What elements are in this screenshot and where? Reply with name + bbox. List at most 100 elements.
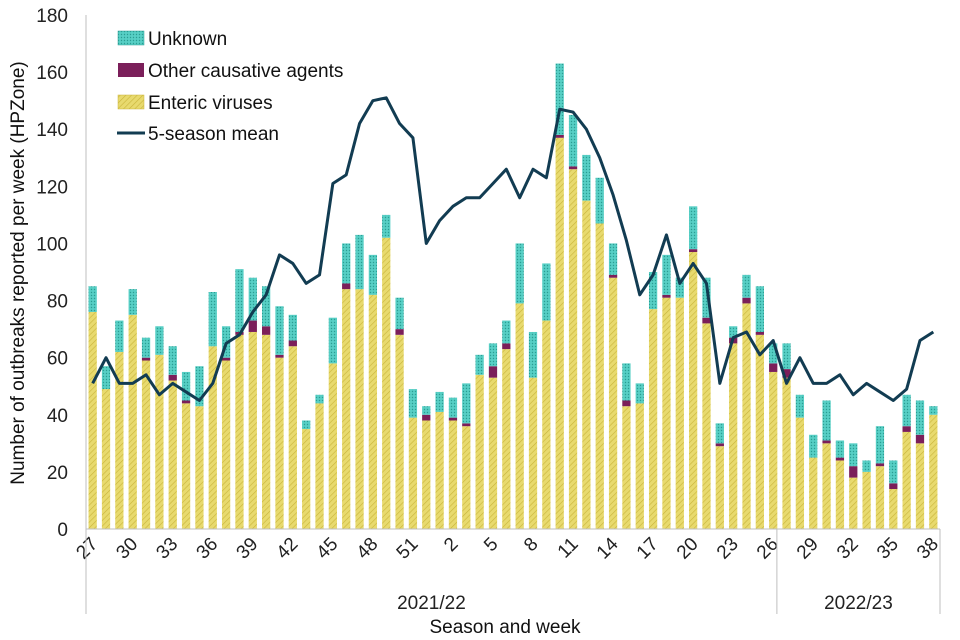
bar-other-causative-agents (835, 457, 845, 461)
bar-other-causative-agents (849, 466, 858, 478)
x-tick-label: 29 (793, 534, 823, 564)
legend-label-other: Other causative agents (148, 61, 343, 82)
bar-enteric-viruses (462, 426, 471, 529)
bar-unknown (368, 254, 378, 295)
bar-enteric-viruses (915, 443, 925, 529)
bar-enteric-viruses (408, 417, 418, 529)
bar-enteric-viruses (342, 289, 351, 529)
bar-enteric-viruses (275, 357, 284, 529)
bar-enteric-viruses (101, 389, 111, 529)
mean-line-group (91, 96, 935, 402)
bar-enteric-viruses (248, 331, 257, 529)
bar-unknown (328, 317, 337, 364)
bar-enteric-viruses (141, 360, 151, 529)
x-tick-label: 33 (152, 534, 182, 564)
y-tick-label: 100 (36, 234, 68, 255)
bar-unknown (582, 154, 591, 201)
x-tick-label: 11 (554, 534, 583, 563)
bar-enteric-viruses (235, 334, 244, 529)
bar-unknown (395, 297, 404, 330)
bar-enteric-viruses (208, 346, 217, 529)
y-tick-label: 180 (36, 6, 68, 27)
x-tick-label: 2 (440, 534, 462, 556)
bar-other-causative-agents (689, 249, 698, 253)
bar-other-causative-agents (662, 294, 671, 298)
bar-other-causative-agents (702, 317, 711, 324)
bar-enteric-viruses (221, 360, 231, 529)
bar-unknown (689, 206, 698, 250)
y-tick-label: 20 (47, 463, 68, 484)
legend: Unknown Other causative agents Enteric v… (117, 29, 343, 145)
y-tick-label: 0 (57, 520, 68, 541)
bar-enteric-viruses (515, 303, 524, 529)
bar-unknown (889, 460, 898, 484)
bar-other-causative-agents (902, 426, 911, 432)
bar-other-causative-agents (462, 423, 471, 427)
bar-unknown (809, 434, 818, 458)
bar-enteric-viruses (315, 403, 324, 529)
bar-other-causative-agents (288, 340, 297, 347)
bar-enteric-viruses (862, 471, 871, 529)
bar-other-causative-agents (181, 400, 191, 404)
x-tick-label: 38 (913, 534, 943, 564)
bar-unknown (675, 277, 684, 298)
bar-enteric-viruses (769, 371, 778, 529)
bar-other-causative-agents (342, 283, 351, 290)
bar-other-causative-agents (275, 354, 284, 358)
bar-unknown (568, 114, 578, 167)
x-tick-label: 5 (480, 534, 502, 556)
bar-enteric-viruses (782, 377, 791, 529)
bar-other-causative-agents (141, 357, 151, 361)
bar-enteric-viruses (195, 406, 204, 529)
bar-enteric-viruses (835, 460, 845, 529)
bar-unknown (195, 366, 204, 407)
legend-label-mean: 5-season mean (148, 124, 279, 145)
bar-enteric-viruses (648, 309, 658, 529)
bar-other-causative-agents (221, 357, 231, 361)
bar-enteric-viruses (288, 346, 297, 529)
bar-other-causative-agents (889, 483, 898, 490)
bar-other-causative-agents (822, 440, 831, 444)
bar-enteric-viruses (675, 297, 684, 529)
bar-unknown (929, 406, 938, 415)
bar-enteric-viruses (702, 323, 711, 529)
x-tick-label: 26 (753, 534, 783, 564)
bar-other-causative-agents (769, 363, 778, 372)
x-tick-label: 36 (193, 534, 223, 564)
x-axis: 27 30 33 36 39 42 45 48 51 2 5 8 11 14 17 20 23 26 29 32 35 3… (72, 528, 943, 614)
bar-enteric-viruses (809, 457, 818, 529)
bar-unknown (662, 254, 671, 295)
x-tick-label: 23 (713, 534, 743, 564)
bar-enteric-viruses (181, 403, 191, 529)
bar-unknown (488, 343, 498, 367)
legend-swatch-enteric (117, 94, 145, 110)
x-tick-label: 27 (72, 534, 102, 564)
season-label: 2021/22 (397, 593, 466, 614)
bar-unknown (608, 243, 618, 275)
bar-unknown (755, 286, 764, 332)
legend-label-unknown: Unknown (148, 29, 227, 50)
bar-unknown (795, 394, 805, 418)
y-tick-label: 140 (36, 120, 68, 141)
bar-enteric-viruses (689, 252, 698, 529)
bar-unknown (915, 400, 925, 435)
bar-unknown (542, 263, 551, 321)
bar-unknown (729, 326, 738, 338)
bar-unknown (422, 406, 431, 415)
legend-swatch-unknown (117, 30, 145, 46)
bar-enteric-viruses (582, 200, 591, 530)
bar-enteric-viruses (448, 420, 458, 529)
bar-enteric-viruses (595, 223, 604, 529)
bar-other-causative-agents (422, 414, 431, 421)
bar-enteric-viruses (528, 377, 538, 529)
bar-unknown (275, 306, 284, 355)
bar-enteric-viruses (755, 334, 764, 529)
bar-unknown (141, 337, 151, 358)
bar-unknown (849, 443, 858, 467)
bar-enteric-viruses (382, 237, 391, 530)
bar-unknown (342, 243, 351, 284)
legend-swatch-other (118, 63, 144, 77)
bar-unknown (408, 389, 418, 418)
x-tick-label: 39 (233, 534, 263, 564)
